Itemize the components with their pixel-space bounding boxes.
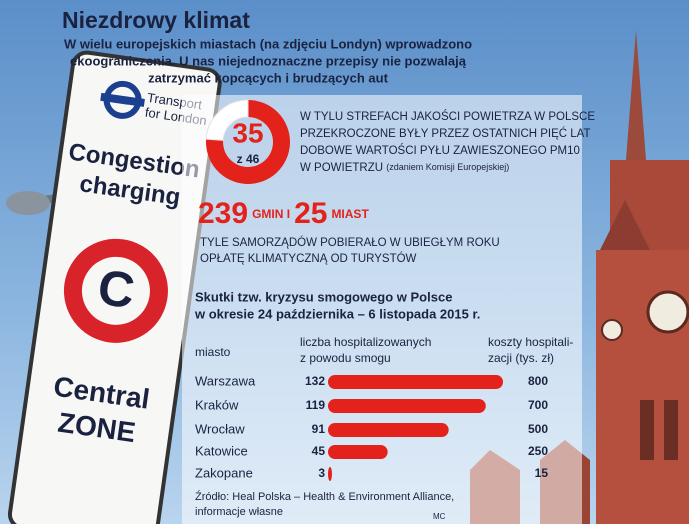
stat-label: MIAST [331, 207, 369, 221]
cost-label: 250 [528, 444, 548, 458]
value-label: 3 [318, 466, 325, 480]
donut: 35 z 46 [205, 99, 291, 185]
chart-title: Skutki tzw. kryzysu smogowego w Polsce [195, 289, 452, 304]
sign-c: C [94, 259, 138, 319]
category-label: Kraków [195, 397, 239, 412]
chart-title: w okresie 24 października – 6 listopada … [194, 306, 480, 321]
donut-text: W POWIETRZU (zdaniem Komisji Europejskie… [300, 162, 509, 174]
stat-text: TYLE SAMORZĄDÓW POBIERAŁO W UBIEGŁYM ROK… [200, 236, 500, 249]
category-label: Katowice [195, 443, 248, 458]
category-label: Warszawa [195, 373, 256, 388]
subtitle: ekoograniczenia. U nas niejednoznaczne p… [70, 53, 467, 68]
value-label: 45 [312, 444, 326, 458]
category-label: Zakopane [195, 465, 253, 480]
source: Źródło: Heal Polska – Health & Environme… [195, 490, 454, 503]
stat-number: 239 GMIN I 25 MIAST [198, 197, 369, 230]
cost-label: 800 [528, 374, 548, 388]
bar-chart: Warszawa 132 800 Kraków 119 700 Wrocław 91 500 Ka… [195, 373, 548, 481]
donut-value: 35 [232, 117, 263, 148]
column-header: z powodu smogu [300, 351, 391, 365]
subtitle: zatrzymać kopcących i brudzących aut [148, 70, 389, 85]
cost-label: 500 [528, 422, 548, 436]
source: informacje własne [195, 506, 283, 518]
column-header: liczba hospitalizowanych [300, 335, 431, 349]
bar [328, 445, 388, 459]
bar [328, 423, 449, 437]
stat-number: 239 [198, 197, 248, 230]
donut-rest [205, 99, 249, 141]
stat-number: 25 [294, 197, 327, 230]
stat-label: GMIN I [252, 207, 290, 221]
bar [328, 467, 332, 481]
column-header: zacji (tys. zł) [488, 351, 554, 365]
category-label: Wrocław [195, 421, 245, 436]
donut-total: z 46 [237, 152, 260, 166]
value-label: 119 [306, 398, 326, 412]
donut-text: DOBOWE WARTOŚCI PYŁU ZAWIESZONEGO PM10 [300, 144, 580, 157]
column-header: koszty hospitali- [488, 335, 573, 349]
title: Niezdrowy klimat [62, 7, 250, 33]
value-label: 91 [312, 422, 326, 436]
donut-text: W TYLU STREFACH JAKOŚCI POWIETRZA W POLS… [300, 110, 595, 123]
subtitle: W wielu europejskich miastach (na zdjęci… [64, 36, 472, 51]
bar [328, 375, 503, 389]
column-header: miasto [195, 345, 231, 359]
sign: Transport for London Congestion charging… [7, 50, 222, 524]
donut-note: (zdaniem Komisji Europejskiej) [386, 162, 509, 172]
cost-label: 15 [535, 466, 549, 480]
credit: MC [433, 512, 446, 521]
value-label: 132 [305, 374, 325, 388]
donut-text: PRZEKROCZONE BYŁY PRZEZ OSTATNICH PIĘĆ L… [300, 127, 591, 140]
donut-text: W POWIETRZU [300, 162, 383, 174]
cost-label: 700 [528, 398, 548, 412]
stat-text: OPŁATĘ KLIMATYCZNĄ OD TURYSTÓW [200, 252, 417, 265]
donut-arc [206, 100, 291, 185]
bar [328, 399, 486, 413]
